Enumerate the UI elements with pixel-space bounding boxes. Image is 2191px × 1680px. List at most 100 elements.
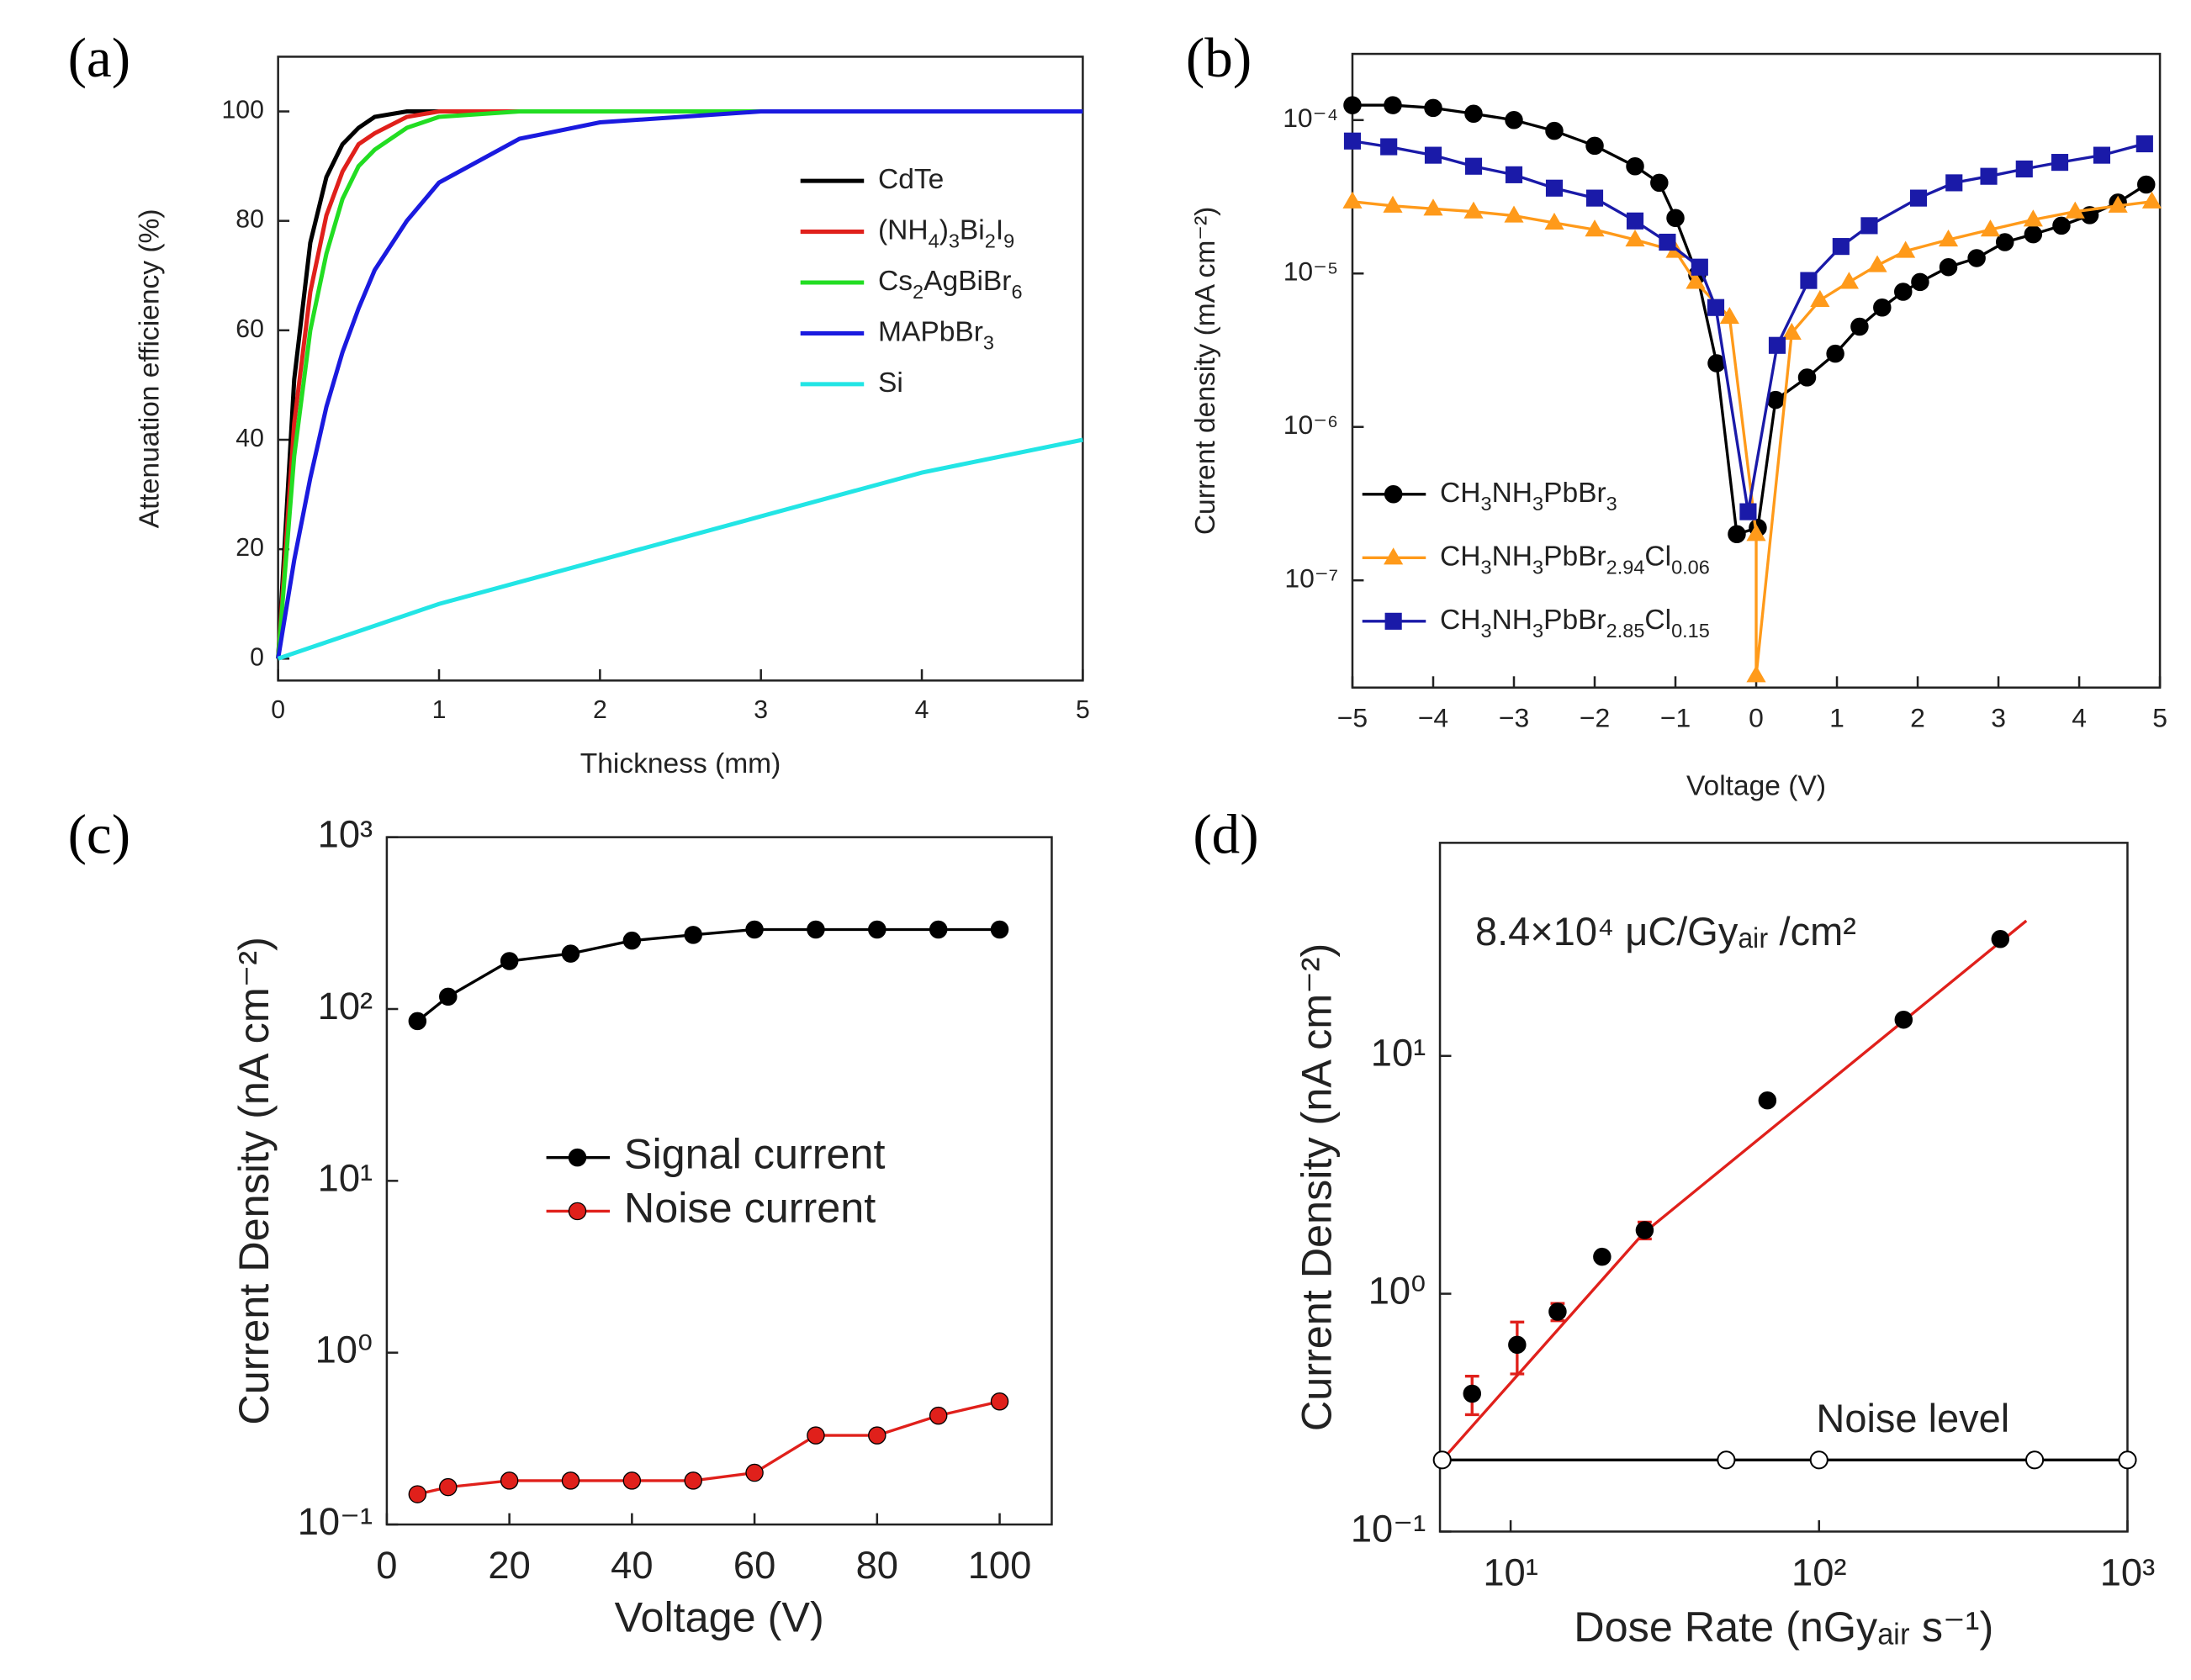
marker — [2051, 154, 2069, 172]
marker — [1691, 258, 1708, 276]
marker — [1911, 272, 1929, 292]
series-line — [276, 109, 1083, 659]
legend-label: CH3NH3PbBr2.85Cl0.15 — [1440, 605, 1710, 642]
marker — [1746, 665, 1766, 683]
marker — [1505, 166, 1523, 183]
marker — [1850, 317, 1869, 336]
marker — [1463, 201, 1484, 219]
marker — [929, 920, 948, 939]
marker — [684, 926, 702, 944]
x-tick-label: 0 — [1749, 703, 1764, 733]
marker — [622, 931, 642, 950]
marker — [500, 952, 519, 970]
legend-label: Noise current — [624, 1184, 876, 1232]
marker — [1832, 238, 1850, 256]
series-line — [276, 109, 1083, 659]
marker — [561, 1471, 580, 1490]
marker — [561, 944, 580, 963]
marker — [2052, 216, 2071, 235]
legend-marker — [1384, 547, 1404, 565]
marker — [1797, 368, 1817, 387]
marker — [1839, 272, 1860, 289]
y-tick-label: 10⁻⁴ — [1283, 103, 1338, 133]
panel: (c) 0 20 40 60 80 100 10⁻¹ 10⁰ 10¹ 10² 10³ Voltage (… — [68, 802, 1053, 1640]
series-line — [276, 109, 1083, 659]
panel-label: (d) — [1193, 802, 1258, 865]
marker — [1728, 525, 1746, 544]
series-line — [1441, 919, 2028, 1461]
x-tick-label: 2 — [1910, 703, 1925, 733]
x-tick-label: −4 — [1418, 703, 1448, 733]
y-tick-label: 10⁻⁵ — [1283, 256, 1339, 287]
annotation: Noise level — [1816, 1396, 2009, 1440]
x-tick-label: 20 — [488, 1544, 530, 1587]
marker — [1585, 136, 1604, 156]
x-tick-label: 4 — [915, 696, 929, 724]
x-tick-label: 10² — [1791, 1551, 1846, 1593]
y-axis-label: Current Density (nA cm⁻²) — [230, 937, 278, 1424]
marker — [2108, 195, 2128, 213]
marker — [1894, 283, 1913, 301]
series-line — [277, 437, 1083, 661]
legend-label: Cs2AgBiBr6 — [878, 266, 1023, 303]
x-tick-label: −5 — [1337, 703, 1368, 733]
marker — [1463, 1384, 1482, 1403]
x-tick-label: 0 — [271, 696, 285, 724]
legend-marker — [1384, 485, 1403, 504]
marker — [1343, 96, 1362, 114]
marker — [868, 1426, 886, 1445]
marker — [1545, 121, 1564, 140]
marker — [439, 987, 458, 1006]
y-tick-label: 10¹ — [318, 1156, 373, 1199]
marker — [868, 920, 886, 939]
legend-label: Si — [878, 367, 903, 399]
series-line — [416, 927, 1000, 1022]
marker — [1545, 179, 1564, 197]
marker — [1342, 191, 1363, 209]
marker — [1585, 219, 1605, 237]
x-tick-label: −1 — [1660, 703, 1691, 733]
x-tick-label: 3 — [1991, 703, 2006, 733]
marker — [439, 1477, 458, 1497]
marker — [1873, 298, 1892, 317]
marker — [2093, 146, 2111, 164]
y-tick-label: 10⁻⁶ — [1283, 409, 1338, 440]
marker — [1781, 322, 1802, 340]
marker — [1635, 1221, 1654, 1239]
y-axis-label: Attenuation efficiency (%) — [134, 209, 165, 528]
y-tick-label: 10⁻¹ — [1351, 1507, 1426, 1550]
marker — [1995, 233, 2014, 251]
marker — [1809, 1450, 1828, 1470]
legend-label: CH3NH3PbBr3 — [1440, 478, 1617, 515]
marker — [1383, 195, 1403, 213]
panel-label: (b) — [1186, 26, 1252, 89]
marker — [929, 1406, 948, 1425]
panel-label: (c) — [68, 802, 131, 865]
plot-frame — [385, 836, 1053, 1526]
y-tick-label: 10² — [318, 985, 373, 1028]
marker — [1464, 104, 1483, 123]
x-tick-label: 1 — [432, 696, 447, 724]
y-tick-label: 10⁰ — [315, 1329, 373, 1371]
marker — [2023, 209, 2043, 227]
marker — [2137, 175, 2156, 194]
legend-marker — [568, 1148, 587, 1167]
x-axis-label: Thickness (mm) — [580, 748, 781, 779]
marker — [1423, 198, 1443, 216]
plot-frame — [1438, 842, 2129, 1533]
marker — [1504, 205, 1524, 223]
marker — [1719, 306, 1739, 325]
y-tick-label: 100 — [221, 97, 263, 124]
series-line — [276, 109, 1083, 659]
legend-label: Signal current — [624, 1130, 886, 1178]
marker — [1548, 1302, 1567, 1321]
marker — [2141, 191, 2162, 209]
marker — [500, 1471, 519, 1490]
marker — [2024, 225, 2043, 244]
y-tick-label: 10⁻⁷ — [1284, 563, 1338, 594]
marker — [1980, 219, 2001, 237]
marker — [1991, 930, 2010, 948]
x-tick-label: 1 — [1829, 703, 1844, 733]
x-tick-label: 3 — [754, 696, 768, 724]
